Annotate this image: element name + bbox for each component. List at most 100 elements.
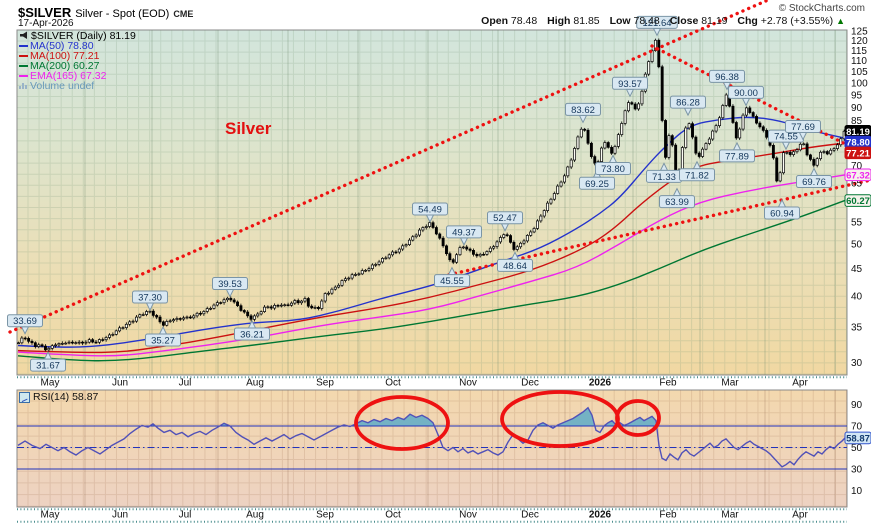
candle-body [593, 156, 597, 164]
candle-body [347, 277, 351, 280]
callout-box [719, 149, 755, 163]
rsi-month-label: Oct [385, 510, 401, 521]
rsi-value-box: 58.87 [844, 431, 871, 445]
candle-body [306, 298, 310, 307]
price-callout: 121.64 [636, 15, 678, 37]
candle-body [421, 227, 425, 231]
candle-body [620, 123, 624, 135]
candle-body [387, 254, 391, 259]
candle-body [515, 246, 519, 250]
candle-body [269, 306, 273, 309]
candle-body [310, 305, 314, 309]
main-yaxis-label: 95 [851, 90, 863, 101]
callout-value: 77.69 [791, 122, 815, 133]
candle-body [360, 270, 364, 275]
rsi-month-label: Sep [316, 510, 334, 521]
trendline-1 [8, 0, 770, 334]
main-yaxis-label: 30 [851, 358, 863, 369]
candle-body [448, 253, 452, 261]
candle-body [91, 339, 95, 343]
candle-body [124, 323, 128, 329]
candle-body [364, 269, 368, 272]
price-callout: 71.82 [679, 160, 715, 182]
candle-body [731, 105, 735, 123]
price-callout: 54.49 [412, 202, 448, 224]
candle-body [50, 345, 54, 349]
callout-box [487, 211, 523, 225]
candle-body [751, 112, 755, 117]
price-callout: 90.00 [728, 85, 764, 107]
candle-body [674, 144, 678, 171]
candle-body [788, 152, 792, 155]
candle-body [465, 246, 469, 250]
candle-body [229, 297, 233, 301]
candle-body [839, 138, 843, 146]
candle-body [667, 135, 671, 158]
rsi-plot[interactable] [16, 389, 848, 508]
candle-body [559, 181, 563, 187]
candle-body [87, 339, 91, 343]
candle-body [589, 142, 593, 157]
candle-body [711, 130, 715, 140]
candle-body [691, 123, 694, 138]
main-month-label: Jun [112, 378, 128, 389]
candle-body [472, 250, 475, 255]
candle-body [485, 251, 489, 255]
callout-box [446, 225, 482, 239]
callout-value: 31.67 [36, 361, 60, 372]
candle-body [627, 102, 630, 112]
candle-body [744, 107, 748, 116]
candle-body [77, 341, 81, 344]
candle-body [121, 327, 125, 329]
rsi-month-label: May [41, 510, 60, 521]
candle-body [279, 304, 283, 307]
candle-body [478, 253, 482, 257]
candle-body [290, 302, 293, 306]
candle-body [327, 292, 330, 295]
candle-body [249, 315, 253, 320]
candle-body [546, 202, 550, 211]
callout-box [659, 195, 695, 209]
candle-body [330, 288, 334, 294]
price-callout: 83.62 [565, 102, 601, 124]
candle-body [407, 239, 411, 246]
candle-body [97, 339, 101, 343]
candle-body [209, 308, 213, 310]
ma-end-box-text: 60.27 [846, 196, 870, 207]
main-month-label: Jul [179, 378, 192, 389]
candle-body [40, 344, 44, 347]
callout-box [595, 161, 631, 175]
candle-body [455, 254, 459, 263]
candle-body [23, 337, 27, 340]
candle-body [441, 237, 445, 247]
price-callout: 69.76 [796, 167, 832, 189]
callout-box [412, 202, 448, 216]
price-callout: 77.89 [719, 141, 755, 163]
callout-value: 69.25 [585, 179, 609, 190]
callout-value: 54.49 [418, 204, 442, 215]
candle-body [583, 128, 587, 131]
candle-body [664, 120, 667, 158]
ma-end-box-box [844, 168, 871, 182]
rsi-overbought-fill [18, 407, 845, 426]
candle-body [566, 166, 570, 177]
main-month-label: May [41, 378, 60, 389]
candle-body [81, 341, 84, 344]
candle-body [337, 284, 341, 288]
candle-body [475, 254, 479, 257]
candle-body [610, 146, 614, 154]
candle-body [84, 341, 88, 344]
callout-value: 48.64 [503, 261, 527, 272]
candle-body [384, 257, 388, 260]
candle-body [657, 39, 661, 68]
candle-body [104, 337, 108, 341]
main-month-label: Oct [385, 378, 401, 389]
candle-body [266, 306, 270, 309]
rsi-yaxis-label: 90 [851, 400, 863, 411]
callout-value: 77.89 [725, 151, 749, 162]
candle-body [37, 344, 41, 347]
candle-body [67, 341, 71, 344]
candle-body [300, 300, 304, 304]
candle-body [182, 317, 186, 320]
callout-box [145, 333, 181, 347]
